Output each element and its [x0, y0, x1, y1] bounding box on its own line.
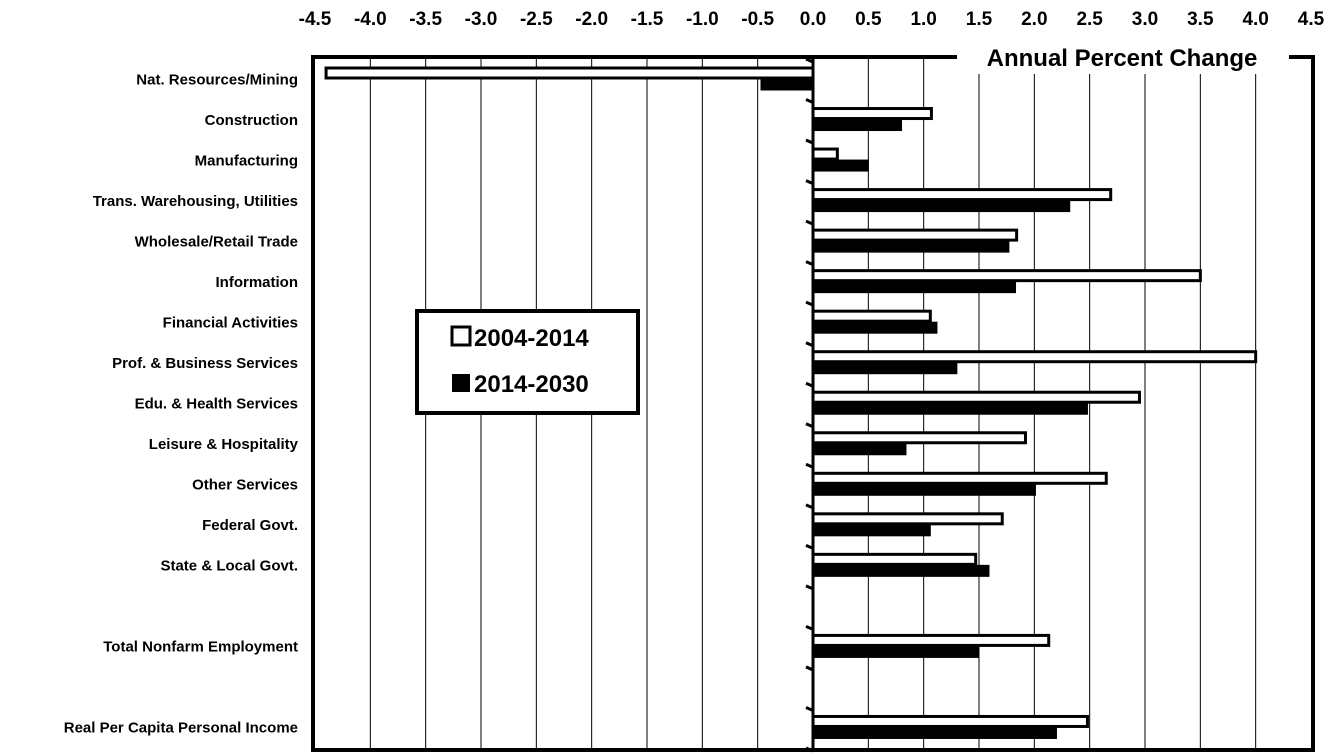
axis-tick-mark — [805, 260, 814, 267]
bar-2014-2030 — [812, 159, 869, 172]
bar-2004-2014 — [811, 309, 932, 323]
x-tick-label: -4.5 — [299, 9, 332, 30]
bar-2004-2014 — [811, 188, 1113, 202]
x-tick-label: 3.5 — [1187, 9, 1214, 30]
x-tick-label: 1.0 — [910, 9, 936, 30]
axis-tick-mark — [805, 665, 814, 672]
bar-2004-2014 — [811, 471, 1108, 485]
x-tick-label: -2.5 — [520, 9, 553, 30]
bar-2004-2014 — [324, 66, 815, 80]
bar-2004-2014 — [811, 431, 1027, 445]
x-tick-label: 3.0 — [1132, 9, 1158, 30]
bar-2004-2014 — [811, 714, 1089, 728]
bar-2004-2014 — [811, 512, 1004, 526]
bar-2014-2030 — [812, 726, 1057, 739]
category-label: Nat. Resources/Mining — [136, 71, 298, 88]
x-tick-label: -1.5 — [631, 9, 664, 30]
category-label: Leisure & Hospitality — [149, 436, 299, 453]
x-tick-label: -3.5 — [409, 9, 442, 30]
x-tick-label: -3.0 — [465, 9, 498, 30]
x-tick-label: 0.0 — [800, 9, 826, 30]
category-label: Financial Activities — [163, 314, 298, 331]
bar-2004-2014 — [811, 390, 1141, 404]
bar-2014-2030 — [812, 281, 1017, 294]
bar-2004-2014 — [811, 147, 839, 161]
axis-tick-mark — [805, 422, 814, 429]
x-tick-labels: -4.5 -4.0 -3.5 -3.0 -2.5 -2.0 -1.5 -1.0 -0.5 0.0 0… — [299, 9, 1325, 30]
axis-tick-mark — [805, 300, 814, 307]
chart-title: Annual Percent Change — [987, 45, 1258, 72]
category-label: Wholesale/Retail Trade — [135, 233, 298, 250]
x-tick-label: -2.0 — [575, 9, 608, 30]
category-label: Total Nonfarm Employment — [103, 639, 298, 656]
legend-box — [415, 309, 640, 415]
category-labels: Nat. Resources/Mining Construction Manufac… — [64, 71, 299, 736]
axis-tick-mark — [805, 503, 814, 510]
bars — [324, 66, 1258, 739]
bar-2004-2014 — [811, 552, 978, 566]
axis-tick-mark — [805, 219, 814, 226]
legend-swatch-2014-2030 — [452, 374, 470, 392]
x-tick-label: 4.5 — [1298, 9, 1325, 30]
zero-axis — [805, 57, 815, 753]
bar-2014-2030 — [812, 200, 1071, 213]
bar-2014-2030 — [812, 362, 958, 375]
axis-tick-mark — [805, 381, 814, 388]
bar-2004-2014 — [811, 107, 933, 121]
bar-2004-2014 — [811, 228, 1019, 242]
legend: 2004-2014 2014-2030 — [415, 309, 640, 415]
chart-title-box — [957, 42, 1289, 74]
bar-2014-2030 — [812, 564, 990, 577]
category-label: State & Local Govt. — [160, 558, 298, 575]
x-tick-label: -1.0 — [686, 9, 719, 30]
x-tick-label: -0.5 — [741, 9, 774, 30]
plot-frame — [311, 55, 1315, 752]
axis-tick-mark — [805, 341, 814, 348]
x-tick-label: 2.5 — [1076, 9, 1103, 30]
bar-2014-2030 — [812, 443, 907, 456]
bar-2014-2030 — [812, 524, 931, 537]
bar-2014-2030 — [812, 240, 1010, 253]
bar-2004-2014 — [811, 350, 1258, 364]
axis-tick-mark — [805, 462, 814, 469]
bar-2004-2014 — [811, 269, 1202, 283]
x-tick-label: 0.5 — [855, 9, 882, 30]
x-tick-label: 4.0 — [1242, 9, 1268, 30]
bar-2014-2030 — [812, 402, 1088, 415]
legend-label-2004-2014: 2004-2014 — [474, 325, 589, 352]
category-label: Federal Govt. — [202, 517, 298, 534]
axis-tick-mark — [805, 584, 814, 591]
axis-tick-mark — [805, 98, 814, 104]
bar-2014-2030 — [760, 78, 814, 91]
category-label: Construction — [205, 112, 298, 129]
axis-tick-mark — [805, 706, 814, 712]
x-tick-label: -4.0 — [354, 9, 387, 30]
bar-2014-2030 — [812, 645, 980, 658]
category-label: Manufacturing — [195, 152, 298, 169]
axis-tick-mark — [805, 57, 814, 64]
bar-2014-2030 — [812, 321, 938, 334]
category-label: Prof. & Business Services — [112, 355, 298, 372]
category-label: Information — [216, 274, 299, 291]
legend-swatch-2004-2014 — [450, 325, 472, 347]
bar-2014-2030 — [812, 119, 903, 132]
category-label: Trans. Warehousing, Utilities — [93, 193, 298, 210]
axis-tick-mark — [805, 543, 814, 550]
axis-tick-mark — [805, 625, 814, 631]
axis-tick-mark — [805, 138, 814, 145]
bar-2004-2014 — [811, 633, 1051, 647]
category-label: Real Per Capita Personal Income — [64, 720, 298, 737]
category-label: Edu. & Health Services — [135, 396, 298, 413]
legend-label-2014-2030: 2014-2030 — [474, 371, 589, 398]
axis-tick-mark — [805, 179, 814, 185]
bar-2014-2030 — [812, 483, 1036, 496]
category-label: Other Services — [192, 477, 298, 494]
x-tick-label: 1.5 — [966, 9, 993, 30]
x-tick-label: 2.0 — [1021, 9, 1047, 30]
